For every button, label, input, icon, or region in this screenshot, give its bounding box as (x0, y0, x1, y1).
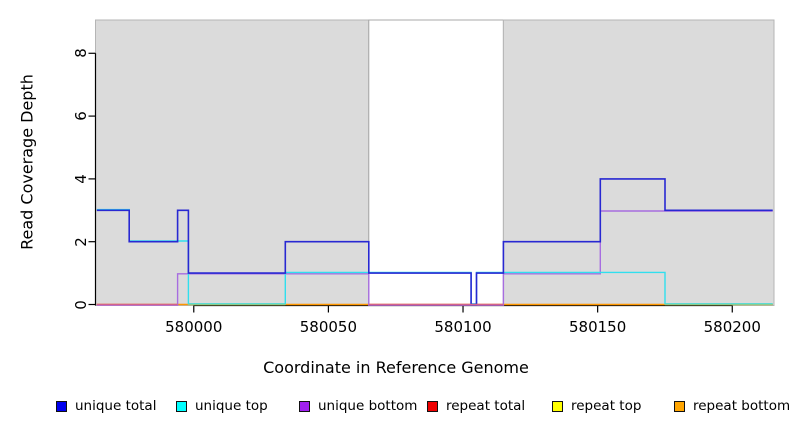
legend-label: unique bottom (318, 398, 418, 414)
x-tick-label: 580150 (569, 318, 627, 336)
masked-region-left (95, 19, 370, 306)
y-axis-title: Read Coverage Depth (17, 74, 37, 250)
legend-item-unique-total: unique total (56, 396, 156, 416)
legend-swatch-icon (56, 400, 67, 412)
x-axis-title: Coordinate in Reference Genome (263, 358, 529, 377)
legend-label: repeat bottom (693, 398, 791, 414)
y-tick-label: 2 (72, 236, 90, 247)
legend-label: unique total (75, 398, 157, 414)
legend-swatch-icon (552, 400, 563, 412)
legend: unique total unique top unique bottom repea… (0, 396, 792, 420)
legend-swatch-icon (427, 400, 438, 412)
y-tick-label: 8 (72, 48, 90, 59)
legend-label: repeat total (446, 398, 526, 414)
y-tick-label: 4 (72, 174, 90, 184)
masked-region-right (502, 19, 775, 306)
x-tick-label: 580200 (703, 318, 761, 336)
legend-item-repeat-total: repeat total (427, 396, 525, 416)
y-tick-label: 6 (72, 111, 90, 121)
legend-swatch-icon (299, 400, 310, 412)
x-tick-label: 580100 (434, 318, 492, 336)
legend-label: repeat top (571, 398, 642, 414)
legend-item-repeat-bottom: repeat bottom (674, 396, 790, 416)
legend-swatch-icon (674, 400, 685, 412)
x-tick-label: 580000 (165, 318, 223, 336)
legend-item-unique-top: unique top (176, 396, 268, 416)
legend-swatch-icon (176, 400, 187, 412)
y-tick-label: 0 (72, 299, 90, 310)
legend-label: unique top (195, 398, 268, 414)
x-tick-label: 580050 (299, 318, 358, 336)
legend-item-unique-bottom: unique bottom (299, 396, 417, 416)
series-line-unique-total (96, 178, 773, 306)
legend-item-repeat-top: repeat top (552, 396, 641, 416)
unmasked-region (368, 19, 504, 306)
